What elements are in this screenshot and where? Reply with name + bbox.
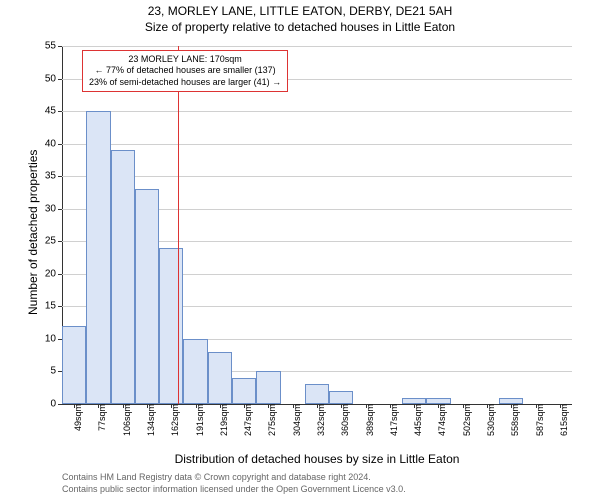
annotation-line: 23% of semi-detached houses are larger (… xyxy=(89,77,281,88)
x-tick-label: 615sqm xyxy=(557,404,569,436)
y-tick-label: 25 xyxy=(45,236,62,247)
x-tick-label: 134sqm xyxy=(144,404,156,436)
histogram-bar xyxy=(232,378,256,404)
histogram-bar xyxy=(86,111,110,404)
x-tick-label: 389sqm xyxy=(363,404,375,436)
y-tick-label: 55 xyxy=(45,41,62,52)
y-tick-label: 30 xyxy=(45,203,62,214)
y-tick-label: 5 xyxy=(50,366,62,377)
y-tick-label: 45 xyxy=(45,106,62,117)
x-tick-label: 219sqm xyxy=(217,404,229,436)
x-tick-label: 445sqm xyxy=(411,404,423,436)
page-title-line1: 23, MORLEY LANE, LITTLE EATON, DERBY, DE… xyxy=(0,4,600,18)
y-tick-label: 35 xyxy=(45,171,62,182)
annotation-line: 23 MORLEY LANE: 170sqm xyxy=(89,54,281,65)
y-tick-label: 20 xyxy=(45,268,62,279)
x-tick-label: 360sqm xyxy=(338,404,350,436)
chart-container: 051015202530354045505549sqm77sqm106sqm13… xyxy=(62,46,572,404)
histogram-bar xyxy=(183,339,207,404)
y-gridline xyxy=(62,111,572,112)
y-tick-label: 0 xyxy=(50,399,62,410)
x-tick-label: 106sqm xyxy=(120,404,132,436)
histogram-bar xyxy=(329,391,353,404)
histogram-bar xyxy=(135,189,159,404)
x-tick-label: 530sqm xyxy=(484,404,496,436)
footer-line-1: Contains HM Land Registry data © Crown c… xyxy=(62,472,406,484)
footer-line-2: Contains public sector information licen… xyxy=(62,484,406,496)
y-gridline xyxy=(62,176,572,177)
plot-area: 051015202530354045505549sqm77sqm106sqm13… xyxy=(62,46,572,405)
histogram-bar xyxy=(62,326,86,404)
y-tick-label: 50 xyxy=(45,73,62,84)
x-tick-label: 77sqm xyxy=(95,404,107,431)
annotation-line: ← 77% of detached houses are smaller (13… xyxy=(89,65,281,76)
histogram-bar xyxy=(159,248,183,404)
y-tick-label: 15 xyxy=(45,301,62,312)
x-tick-label: 417sqm xyxy=(387,404,399,436)
y-tick-label: 40 xyxy=(45,138,62,149)
x-tick-label: 502sqm xyxy=(460,404,472,436)
x-tick-label: 162sqm xyxy=(168,404,180,436)
marker-line xyxy=(178,46,179,404)
x-tick-label: 332sqm xyxy=(314,404,326,436)
x-tick-label: 558sqm xyxy=(508,404,520,436)
x-tick-label: 49sqm xyxy=(71,404,83,431)
y-gridline xyxy=(62,144,572,145)
histogram-bar xyxy=(256,371,280,404)
x-axis-label: Distribution of detached houses by size … xyxy=(62,452,572,466)
y-tick-label: 10 xyxy=(45,333,62,344)
page-title-line2: Size of property relative to detached ho… xyxy=(0,20,600,34)
marker-annotation: 23 MORLEY LANE: 170sqm← 77% of detached … xyxy=(82,50,288,92)
x-tick-label: 275sqm xyxy=(265,404,277,436)
y-gridline xyxy=(62,46,572,47)
x-tick-label: 247sqm xyxy=(241,404,253,436)
histogram-bar xyxy=(111,150,135,404)
x-tick-label: 304sqm xyxy=(290,404,302,436)
footer-attribution: Contains HM Land Registry data © Crown c… xyxy=(62,472,406,495)
x-tick-label: 587sqm xyxy=(533,404,545,436)
x-tick-label: 191sqm xyxy=(193,404,205,436)
x-tick-label: 474sqm xyxy=(435,404,447,436)
histogram-bar xyxy=(208,352,232,404)
y-axis-label: Number of detached properties xyxy=(26,150,40,315)
histogram-bar xyxy=(305,384,329,404)
